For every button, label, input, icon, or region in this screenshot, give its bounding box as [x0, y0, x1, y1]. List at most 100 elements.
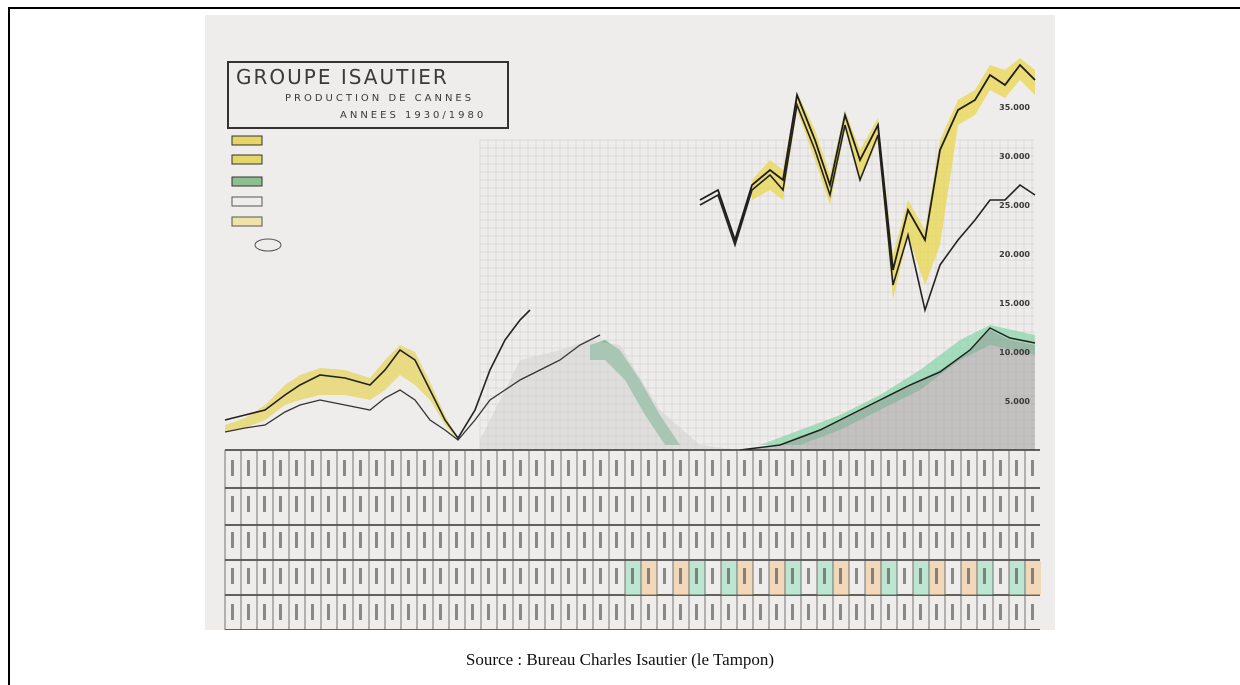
- table-mark: [631, 604, 634, 620]
- table-mark: [919, 568, 922, 584]
- title-box: [227, 61, 509, 129]
- table-mark: [391, 604, 394, 620]
- table-mark: [535, 568, 538, 584]
- table-mark: [567, 568, 570, 584]
- table-mark: [791, 460, 794, 476]
- table-mark: [455, 496, 458, 512]
- table-mark: [263, 568, 266, 584]
- table-mark: [903, 568, 906, 584]
- table-mark: [839, 532, 842, 548]
- band: [760, 325, 1035, 445]
- table-mark: [679, 532, 682, 548]
- table-mark: [295, 532, 298, 548]
- table-mark: [759, 460, 762, 476]
- table-mark: [903, 532, 906, 548]
- table-mark: [935, 604, 938, 620]
- table-mark: [343, 460, 346, 476]
- table-mark: [887, 532, 890, 548]
- table-mark: [823, 460, 826, 476]
- table-mark: [823, 604, 826, 620]
- table-mark: [695, 568, 698, 584]
- data-table: [224, 449, 1041, 630]
- table-mark: [583, 604, 586, 620]
- axis-label: 20.000: [999, 250, 1030, 259]
- legend-swatch: [231, 154, 263, 165]
- legend-swatch: [231, 135, 263, 146]
- table-mark: [919, 496, 922, 512]
- axis-labels: 35.000 30.000 25.000 20.000 15.000 10.000 5.00…: [999, 103, 1030, 406]
- table-mark: [631, 496, 634, 512]
- table-mark: [711, 532, 714, 548]
- table-mark: [311, 604, 314, 620]
- table-mark: [1031, 568, 1034, 584]
- legend-swatch: [231, 176, 263, 187]
- table-mark: [919, 532, 922, 548]
- table-mark: [359, 604, 362, 620]
- table-mark: [967, 568, 970, 584]
- table-mark: [519, 604, 522, 620]
- table-mark: [999, 604, 1002, 620]
- table-mark: [791, 568, 794, 584]
- table-mark: [311, 568, 314, 584]
- table-mark: [519, 496, 522, 512]
- table-mark: [327, 604, 330, 620]
- table-mark: [727, 496, 730, 512]
- table-mark: [343, 568, 346, 584]
- table-mark: [423, 460, 426, 476]
- table-mark: [327, 568, 330, 584]
- table-mark: [855, 568, 858, 584]
- table-mark: [247, 604, 250, 620]
- table-mark: [615, 568, 618, 584]
- table-mark: [855, 460, 858, 476]
- table-mark: [599, 568, 602, 584]
- axis-label: 25.000: [999, 201, 1030, 210]
- table-mark: [391, 460, 394, 476]
- table-mark: [695, 604, 698, 620]
- table-mark: [439, 532, 442, 548]
- table-mark: [375, 496, 378, 512]
- table-mark: [423, 604, 426, 620]
- table-mark: [407, 460, 410, 476]
- table-mark: [743, 496, 746, 512]
- table-mark: [359, 568, 362, 584]
- table-mark: [359, 460, 362, 476]
- band: [225, 345, 458, 440]
- table-mark: [871, 532, 874, 548]
- table-mark: [807, 568, 810, 584]
- table-mark: [551, 460, 554, 476]
- legend-swatch: [254, 238, 282, 252]
- table-mark: [247, 568, 250, 584]
- table-mark: [791, 496, 794, 512]
- table-mark: [391, 568, 394, 584]
- figure-subtitle: PRODUCTION DE CANNES: [285, 93, 474, 104]
- table-mark: [487, 460, 490, 476]
- table-mark: [471, 496, 474, 512]
- table-mark: [839, 460, 842, 476]
- table-mark: [695, 532, 698, 548]
- table-mark: [535, 496, 538, 512]
- table-mark: [1031, 496, 1034, 512]
- table-mark: [231, 496, 234, 512]
- line: [699, 102, 1036, 313]
- table-mark: [551, 568, 554, 584]
- table-mark: [775, 604, 778, 620]
- table-mark: [327, 460, 330, 476]
- table-mark: [935, 568, 938, 584]
- table-mark: [967, 532, 970, 548]
- table-mark: [551, 496, 554, 512]
- table-mark: [1031, 604, 1034, 620]
- table-mark: [903, 460, 906, 476]
- table-mark: [439, 568, 442, 584]
- table-mark: [423, 496, 426, 512]
- frame: [8, 7, 1240, 9]
- table-mark: [871, 604, 874, 620]
- table-mark: [343, 604, 346, 620]
- table-mark: [247, 496, 250, 512]
- table-mark: [951, 532, 954, 548]
- table-mark: [775, 496, 778, 512]
- table-mark: [471, 604, 474, 620]
- table-mark: [615, 496, 618, 512]
- table-mark: [375, 460, 378, 476]
- table-mark: [1015, 460, 1018, 476]
- table-mark: [807, 604, 810, 620]
